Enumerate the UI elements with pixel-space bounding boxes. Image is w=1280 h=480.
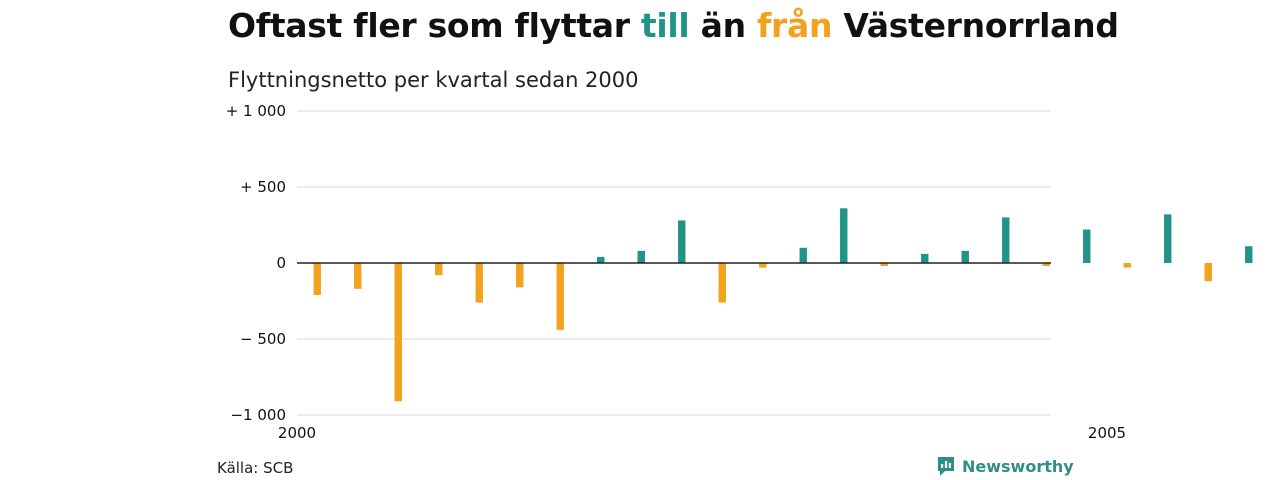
title-part-2: än [689,6,757,45]
bar [921,253,929,263]
bar [1164,214,1172,263]
chart-title: Oftast fler som flyttar till än från Väs… [228,6,1119,45]
bar [1123,263,1131,268]
y-tick-label: 0 [276,254,286,272]
bar [435,263,443,276]
bar [1083,229,1091,263]
bars [313,208,1253,402]
y-tick-label: + 1 000 [226,102,286,120]
bar [516,263,524,288]
bar [394,263,402,402]
brand-logo: Newsworthy [936,455,1074,477]
y-tick-label: − 500 [240,330,286,348]
bar [1042,263,1050,267]
bar [637,250,645,263]
chart-subtitle: Flyttningsnetto per kvartal sedan 2000 [228,68,639,92]
title-word-fran: från [756,6,833,45]
title-word-till: till [640,6,690,45]
bar [840,208,848,263]
bar [475,263,483,303]
bar [718,263,726,303]
bar [1245,246,1253,263]
y-tick-label: + 500 [240,178,286,196]
x-tick-label: 2000 [278,424,316,442]
source-label: Källa: SCB [217,459,294,477]
y-tick-label: −1 000 [230,406,286,424]
bar [597,256,605,263]
bar [759,263,767,268]
title-part-1: Oftast fler som flyttar [228,6,641,45]
y-axis-tick-labels: + 1 000 + 500 0 − 500 −1 000 [226,102,286,424]
x-tick-label: 2005 [1088,424,1126,442]
bar [678,220,686,263]
x-axis-tick-labels: 20002005201020152020 [278,424,1126,442]
bar [354,263,362,289]
newsworthy-icon [938,457,954,476]
bar [961,250,969,263]
bar [880,263,888,267]
bar [1002,217,1010,263]
brand-name: Newsworthy [962,456,1074,476]
gridlines [297,110,1051,416]
bar [799,247,807,263]
title-part-3: Västernorrland [832,6,1119,45]
bar [556,263,564,330]
bar [1204,263,1212,282]
bar [313,263,321,295]
